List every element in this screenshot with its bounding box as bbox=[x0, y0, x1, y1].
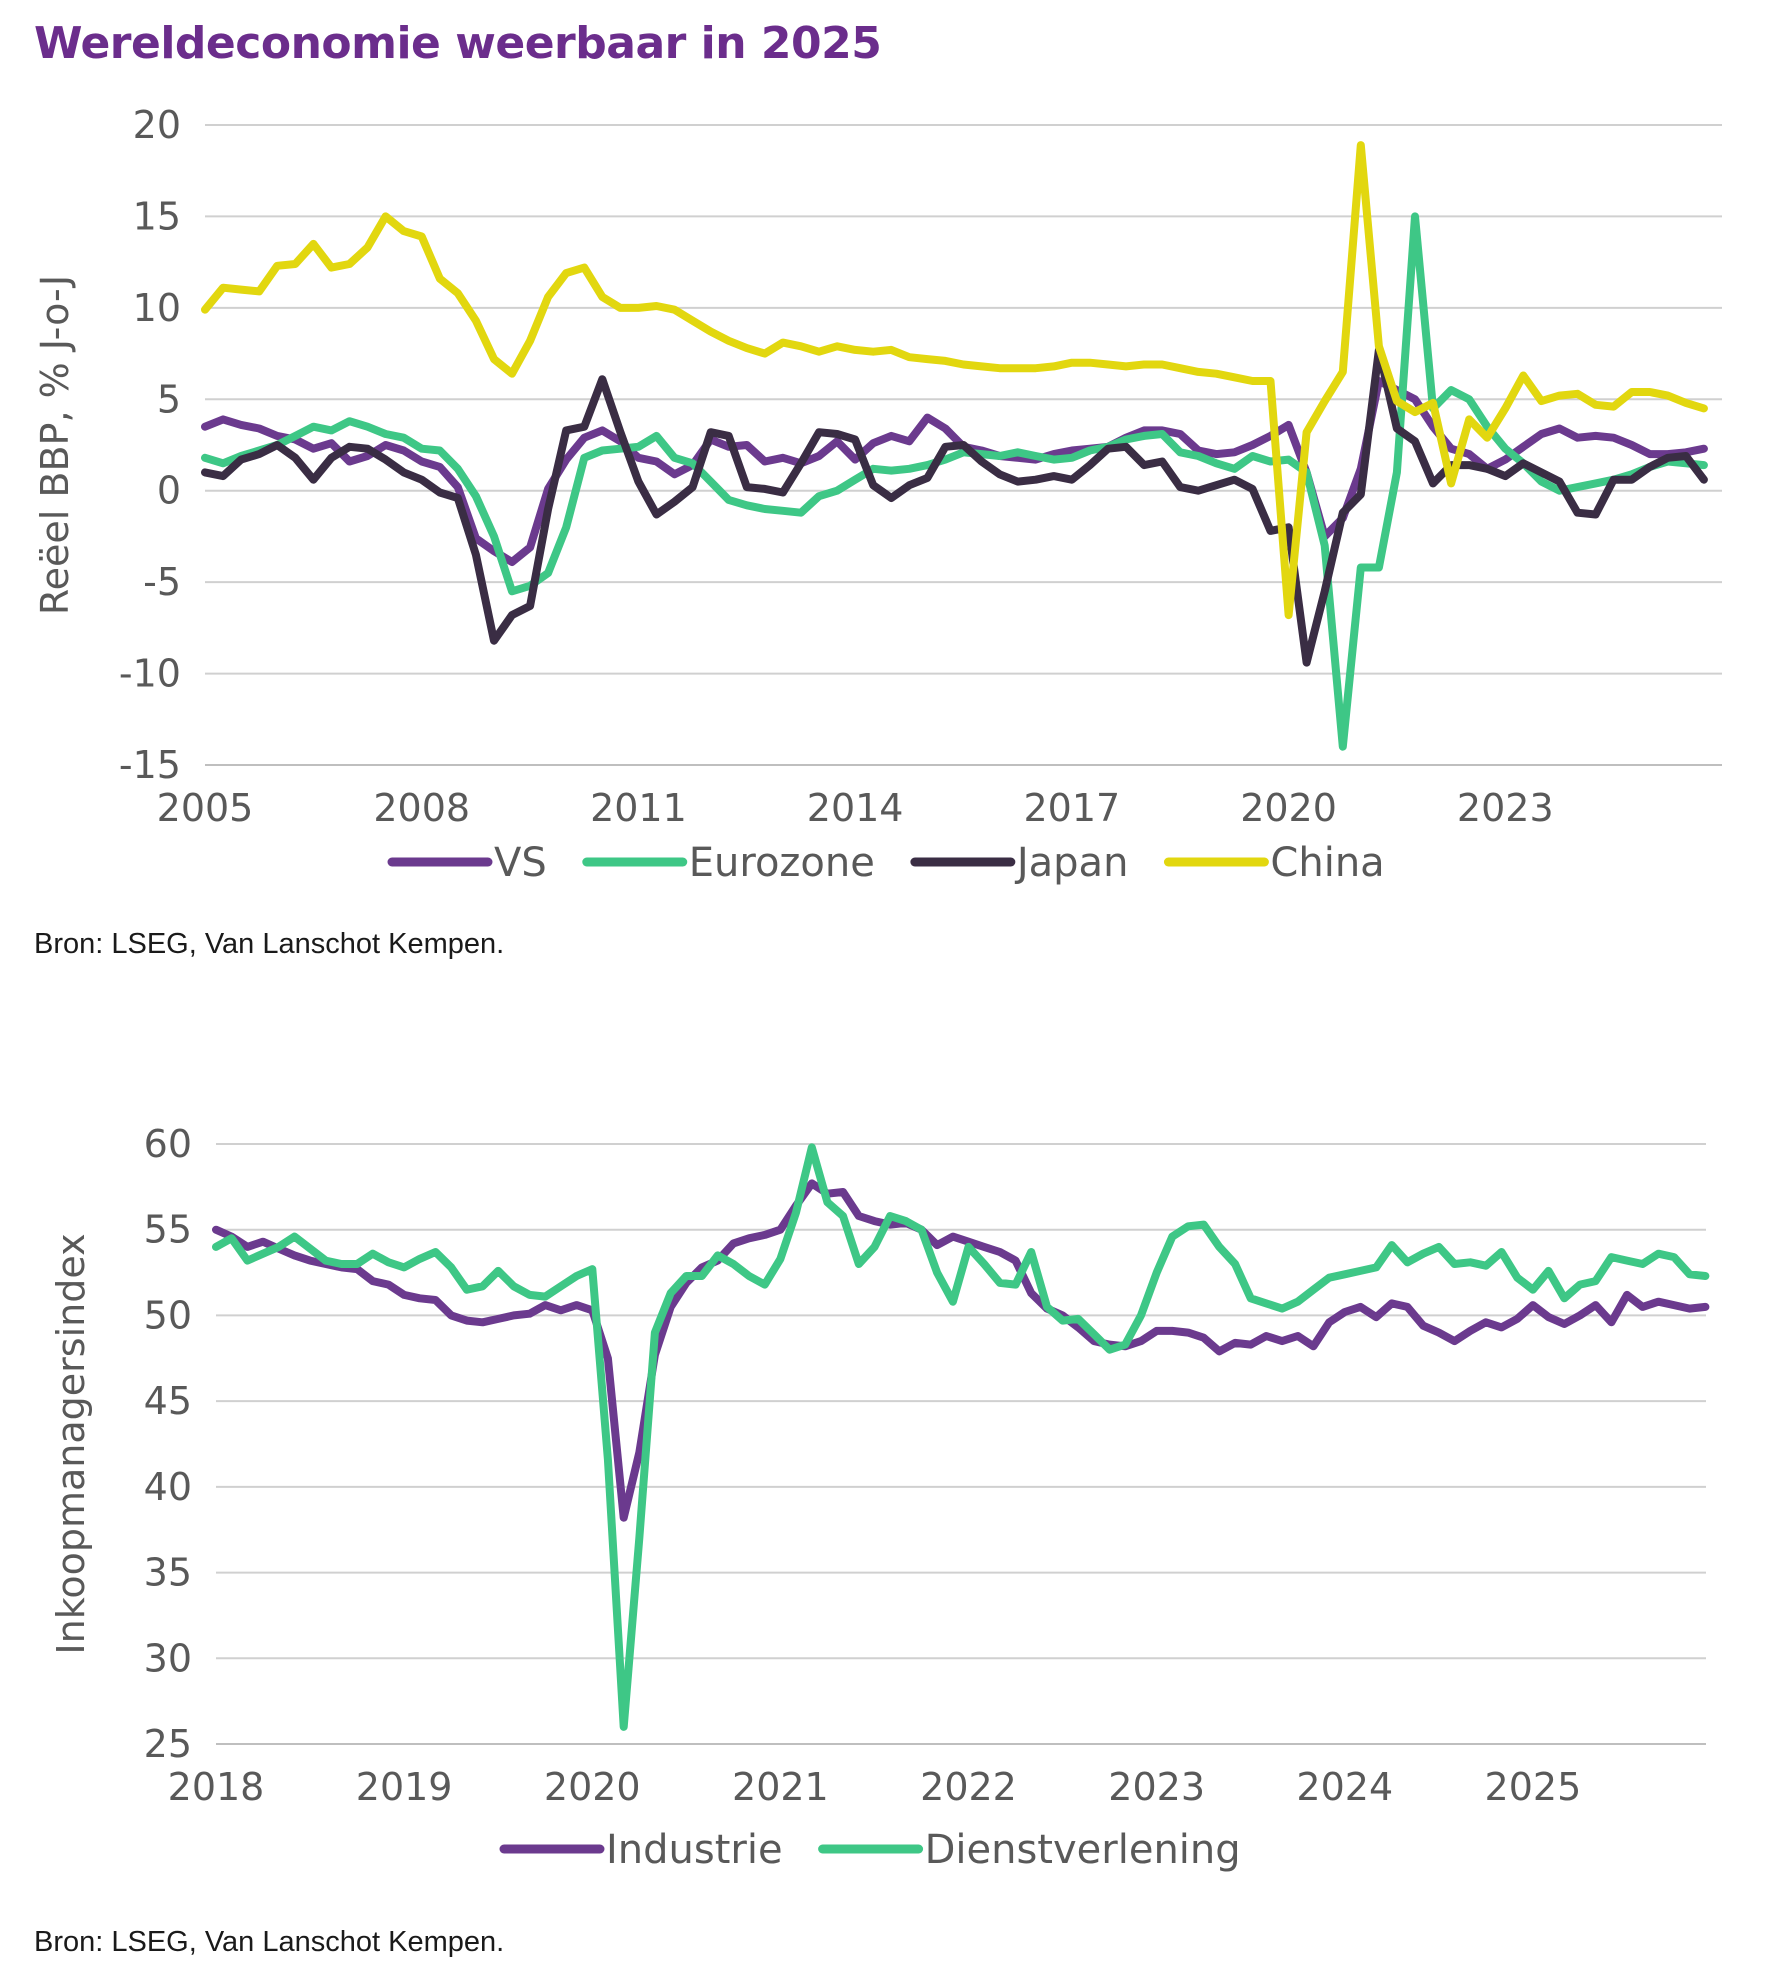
gdp-series-line-eurozone bbox=[201, 212, 1708, 751]
gdp-source-note: Bron: LSEG, Van Lanschot Kempen. bbox=[34, 928, 505, 960]
pmi-y-tick-label: 25 bbox=[144, 1722, 192, 1766]
pmi-y-tick-label: 60 bbox=[144, 1122, 192, 1166]
pmi-legend-label-dienstverlening: Dienstverlening bbox=[925, 1827, 1241, 1873]
pmi-legend-label-industrie: Industrie bbox=[606, 1827, 783, 1873]
gdp-series-line-vs bbox=[201, 377, 1708, 566]
gdp-x-tick-label: 2008 bbox=[373, 786, 470, 830]
gdp-legend-label-eurozone: Eurozone bbox=[689, 840, 875, 886]
pmi-y-tick-label: 40 bbox=[144, 1465, 192, 1509]
gdp-y-tick-label: 15 bbox=[133, 194, 181, 238]
pmi-y-tick-label: 50 bbox=[144, 1293, 192, 1337]
gdp-x-tick-label: 2017 bbox=[1023, 786, 1120, 830]
gdp-legend-label-china: China bbox=[1270, 840, 1384, 886]
pmi-x-tick-label: 2019 bbox=[356, 1765, 453, 1809]
gdp-y-tick-label: -15 bbox=[119, 743, 181, 787]
pmi-x-tick-label: 2022 bbox=[920, 1765, 1017, 1809]
gdp-y-axis-title: Reëel BBP, % J-o-J bbox=[33, 275, 77, 615]
gdp-series-line-japan bbox=[201, 345, 1708, 667]
pmi-x-tick-label: 2020 bbox=[544, 1765, 641, 1809]
pmi-chart: 60 55 50 45 40 35 30 25 2018 2019 2020 2021 2022 2023… bbox=[0, 1095, 1771, 1895]
gdp-y-tick-label: 10 bbox=[133, 286, 181, 330]
gdp-x-tick-label: 2011 bbox=[590, 786, 687, 830]
pmi-y-tick-label: 55 bbox=[144, 1208, 192, 1252]
pmi-x-tick-label: 2024 bbox=[1296, 1765, 1393, 1809]
gdp-chart: 20 15 10 5 0 -5 -10 -15 2005 2008 2011 2014 2017 2020… bbox=[0, 90, 1771, 920]
gdp-y-tick-label: -10 bbox=[119, 652, 181, 696]
pmi-y-axis-title: Inkoopmanagersindex bbox=[49, 1233, 93, 1654]
pmi-x-tick-label: 2021 bbox=[732, 1765, 829, 1809]
gdp-x-tick-label: 2020 bbox=[1240, 786, 1337, 830]
pmi-series-line-dienstverlening bbox=[212, 1143, 1710, 1731]
gdp-y-tick-label: -5 bbox=[143, 560, 181, 604]
pmi-x-tick-label: 2023 bbox=[1108, 1765, 1205, 1809]
pmi-y-tick-label: 30 bbox=[144, 1636, 192, 1680]
pmi-series-line-industrie bbox=[212, 1179, 1710, 1522]
gdp-y-tick-label: 5 bbox=[157, 377, 181, 421]
gdp-y-tick-label: 20 bbox=[133, 103, 181, 147]
gdp-x-tick-label: 2005 bbox=[157, 786, 254, 830]
pmi-x-tick-label: 2018 bbox=[168, 1765, 265, 1809]
gdp-legend-label-japan: Japan bbox=[1014, 840, 1129, 886]
pmi-source-note: Bron: LSEG, Van Lanschot Kempen. bbox=[34, 1926, 505, 1958]
pmi-y-tick-label: 45 bbox=[144, 1379, 192, 1423]
gdp-series-line-china bbox=[201, 141, 1708, 620]
gdp-x-tick-label: 2023 bbox=[1457, 786, 1554, 830]
pmi-y-tick-label: 35 bbox=[144, 1551, 192, 1595]
gdp-legend-label-vs: VS bbox=[494, 840, 547, 886]
pmi-x-tick-label: 2025 bbox=[1485, 1765, 1582, 1809]
main-title: Wereldeconomie weerbaar in 2025 bbox=[34, 18, 882, 69]
gdp-x-tick-label: 2014 bbox=[807, 786, 904, 830]
gdp-y-tick-label: 0 bbox=[157, 469, 181, 513]
